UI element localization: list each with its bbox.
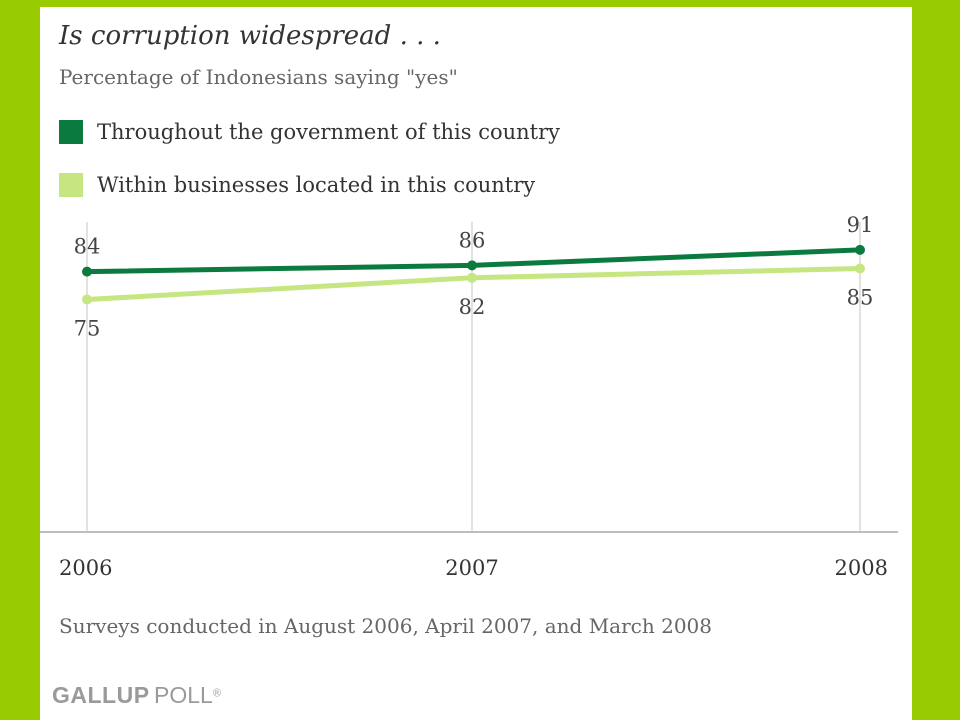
chart-title: Is corruption widespread . . .	[59, 21, 441, 51]
legend-swatch-businesses	[59, 173, 83, 197]
x-tick-label-2007: 2007	[445, 556, 498, 580]
brand-name: GALLUP	[52, 682, 150, 708]
legend-label-businesses: Within businesses located in this countr…	[97, 173, 536, 197]
data-point-businesses-2007	[467, 272, 477, 283]
brand-poll: POLL	[154, 682, 213, 708]
x-tick-label-2008: 2008	[835, 556, 888, 580]
legend-item-businesses: Within businesses located in this countr…	[59, 171, 535, 199]
legend-swatch-government	[59, 120, 83, 144]
brand-mark: ®	[212, 687, 221, 700]
chart-subtitle: Percentage of Indonesians saying "yes"	[59, 65, 458, 89]
data-point-government-2007	[467, 260, 477, 271]
data-label-government-2006: 84	[74, 235, 101, 259]
data-label-businesses-2006: 75	[74, 317, 101, 341]
gallup-poll-logo: GALLUP POLL®	[52, 682, 221, 709]
x-tick-label-2006: 2006	[59, 556, 112, 580]
data-label-government-2008: 91	[847, 213, 874, 237]
data-point-government-2008	[855, 244, 865, 255]
data-point-government-2006	[82, 266, 92, 277]
data-label-businesses-2008: 85	[847, 286, 874, 310]
chart-card: Is corruption widespread . . . Percentag…	[40, 7, 912, 720]
legend-item-government: Throughout the government of this countr…	[59, 118, 560, 146]
data-point-businesses-2008	[855, 263, 865, 274]
line-chart: 2006 2007 2008 84 86 91 75 82 85	[40, 213, 898, 580]
data-label-government-2007: 86	[459, 228, 486, 252]
data-point-businesses-2006	[82, 294, 92, 305]
survey-note: Surveys conducted in August 2006, April …	[59, 614, 712, 638]
legend-label-government: Throughout the government of this countr…	[97, 120, 560, 144]
data-label-businesses-2007: 82	[459, 295, 486, 319]
